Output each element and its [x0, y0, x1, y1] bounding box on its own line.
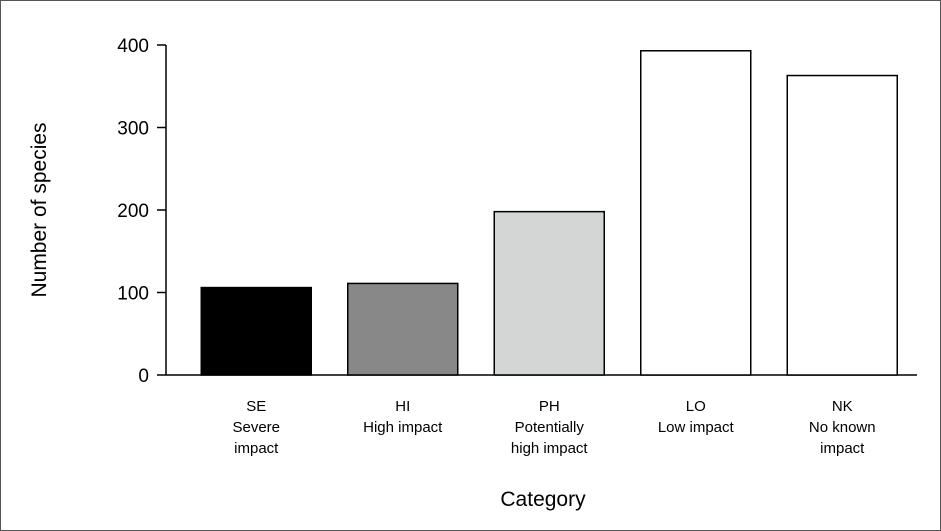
bars: [200, 50, 898, 376]
bar-lo: [640, 50, 752, 376]
category-description-label: impact: [820, 440, 865, 457]
y-axis-title: Number of species: [28, 122, 51, 297]
y-tick-label: 300: [117, 119, 149, 140]
y-tick-label: 200: [117, 201, 149, 222]
bar-ph: [493, 210, 605, 376]
category-description-label: Low impact: [658, 419, 735, 436]
bar-hi: [347, 282, 459, 376]
y-tick-label: 400: [117, 36, 149, 57]
category-description-label: No known: [809, 419, 876, 436]
y-tick-label: 0: [138, 366, 149, 387]
x-axis-title: Category: [500, 488, 586, 511]
y-tick-label: 100: [117, 284, 149, 305]
category-description-label: Severe: [232, 419, 280, 436]
x-axis-category-labels: SE Severe impact HI High impact PH Potentially…: [232, 398, 875, 457]
bar-se: [200, 286, 312, 376]
category-code-label: HI: [395, 398, 410, 415]
category-description-label: high impact: [511, 440, 589, 457]
category-description-label: High impact: [363, 419, 443, 436]
category-code-label: LO: [686, 398, 706, 415]
category-code-label: PH: [539, 398, 560, 415]
category-code-label: SE: [246, 398, 266, 415]
category-description-label: Potentially: [515, 419, 585, 436]
bar-nk: [786, 74, 898, 376]
category-code-label: NK: [832, 398, 853, 415]
category-description-label: impact: [234, 440, 279, 457]
